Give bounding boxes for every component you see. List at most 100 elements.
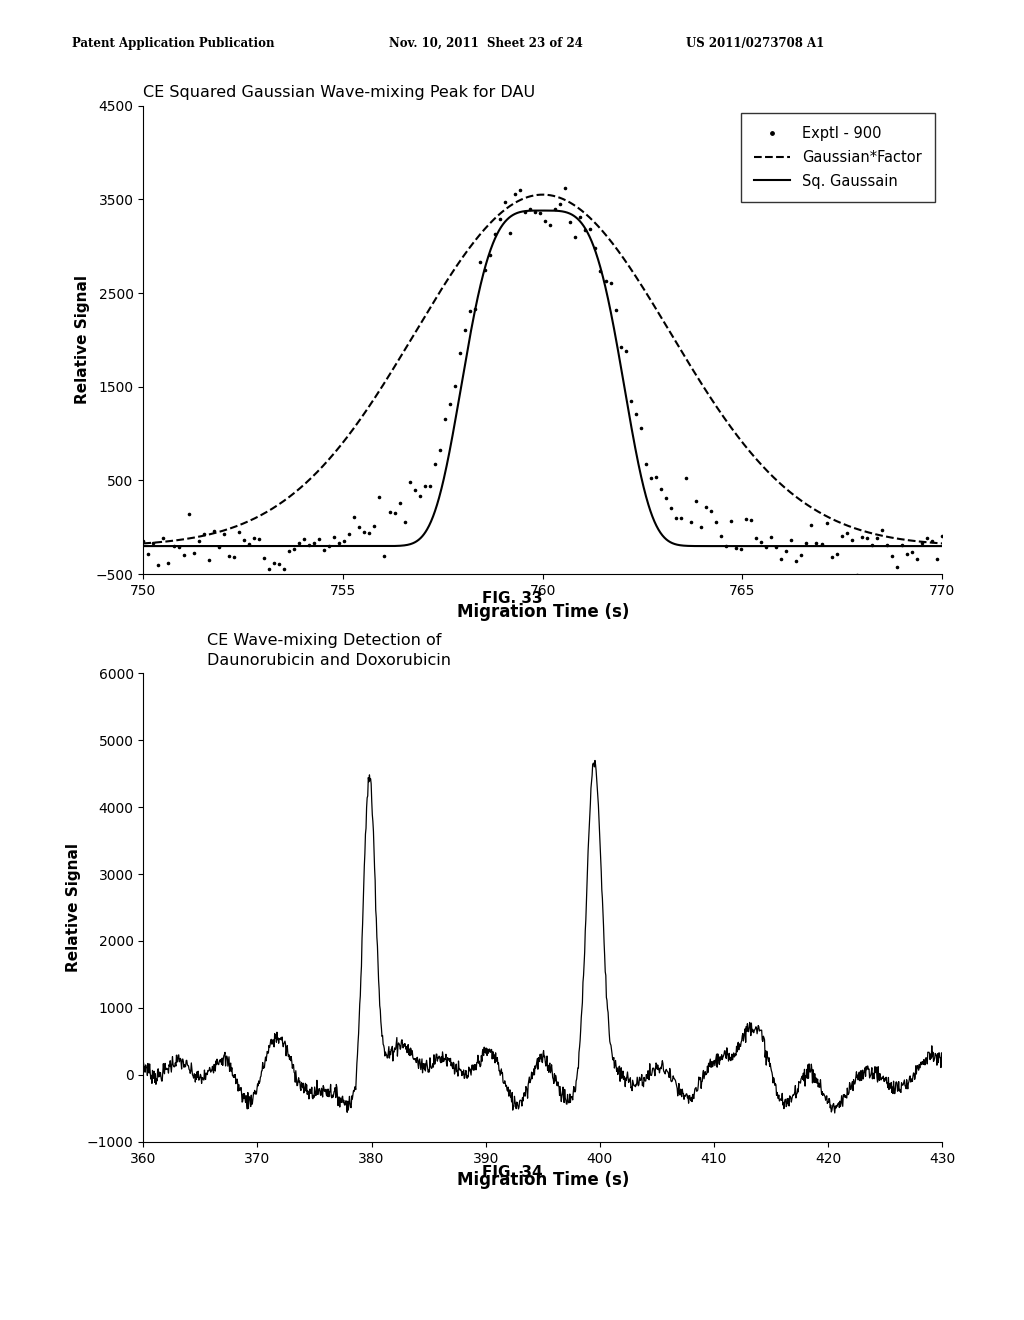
Exptl - 900 <box>477 260 494 281</box>
Y-axis label: Relative Signal: Relative Signal <box>67 843 81 972</box>
Exptl - 900 <box>180 503 197 524</box>
Exptl - 900 <box>697 496 714 517</box>
Exptl - 900 <box>673 508 689 529</box>
Gaussian*Factor <box>767 469 779 484</box>
Line: Gaussian*Factor: Gaussian*Factor <box>143 194 942 544</box>
Exptl - 900 <box>211 537 227 558</box>
Exptl - 900 <box>693 516 710 537</box>
Exptl - 900 <box>417 475 433 496</box>
Text: FIG. 34: FIG. 34 <box>481 1166 543 1180</box>
Exptl - 900 <box>929 548 945 569</box>
Exptl - 900 <box>391 492 408 513</box>
Sq. Gaussain <box>537 203 549 219</box>
Exptl - 900 <box>683 512 699 533</box>
Gaussian*Factor <box>137 536 150 552</box>
Sq. Gaussain <box>912 539 925 554</box>
Exptl - 900 <box>863 535 880 556</box>
Exptl - 900 <box>481 244 498 265</box>
Exptl - 900 <box>225 546 242 568</box>
Exptl - 900 <box>702 500 719 521</box>
Exptl - 900 <box>291 532 307 553</box>
Gaussian*Factor <box>936 536 948 552</box>
Gaussian*Factor <box>505 198 517 214</box>
Exptl - 900 <box>823 546 840 568</box>
Exptl - 900 <box>542 214 558 235</box>
Exptl - 900 <box>813 533 829 554</box>
Gaussian*Factor <box>537 186 549 202</box>
Exptl - 900 <box>628 404 644 425</box>
Exptl - 900 <box>873 520 890 541</box>
Exptl - 900 <box>401 471 418 492</box>
Exptl - 900 <box>567 227 584 248</box>
Exptl - 900 <box>165 536 181 557</box>
Gaussian*Factor <box>912 533 925 549</box>
Exptl - 900 <box>161 553 177 574</box>
Exptl - 900 <box>728 537 744 558</box>
Text: FIG. 33: FIG. 33 <box>481 591 543 606</box>
X-axis label: Migration Time (s): Migration Time (s) <box>457 603 629 622</box>
Exptl - 900 <box>351 516 368 537</box>
Exptl - 900 <box>588 238 604 259</box>
Exptl - 900 <box>270 553 287 574</box>
Exptl - 900 <box>919 527 935 548</box>
Exptl - 900 <box>638 454 654 475</box>
Sq. Gaussain <box>505 209 517 224</box>
Exptl - 900 <box>803 515 819 536</box>
Exptl - 900 <box>547 198 563 219</box>
Exptl - 900 <box>236 529 252 550</box>
Exptl - 900 <box>884 546 900 568</box>
Exptl - 900 <box>738 508 755 529</box>
Exptl - 900 <box>201 549 217 570</box>
Exptl - 900 <box>185 543 202 564</box>
Exptl - 900 <box>215 524 231 545</box>
Exptl - 900 <box>773 548 790 569</box>
Sq. Gaussain <box>137 539 150 554</box>
Sq. Gaussain <box>525 203 538 219</box>
Exptl - 900 <box>135 531 152 552</box>
Exptl - 900 <box>246 528 262 549</box>
Exptl - 900 <box>552 194 568 215</box>
Exptl - 900 <box>713 525 729 546</box>
Exptl - 900 <box>879 535 895 556</box>
Exptl - 900 <box>723 511 739 532</box>
Sq. Gaussain <box>913 539 926 554</box>
Line: Sq. Gaussain: Sq. Gaussain <box>143 211 942 546</box>
Exptl - 900 <box>196 523 212 544</box>
Exptl - 900 <box>452 342 468 363</box>
Exptl - 900 <box>652 478 669 499</box>
Exptl - 900 <box>151 554 167 576</box>
Exptl - 900 <box>607 300 624 321</box>
Exptl - 900 <box>708 511 724 532</box>
Exptl - 900 <box>839 523 855 544</box>
Exptl - 900 <box>623 391 639 412</box>
Exptl - 900 <box>356 521 373 543</box>
Exptl - 900 <box>367 515 383 536</box>
Exptl - 900 <box>427 454 443 475</box>
Exptl - 900 <box>904 541 921 562</box>
Exptl - 900 <box>396 512 413 533</box>
Exptl - 900 <box>281 540 297 561</box>
Exptl - 900 <box>748 527 764 548</box>
Exptl - 900 <box>517 202 534 223</box>
Sq. Gaussain <box>936 539 948 554</box>
Exptl - 900 <box>446 375 463 396</box>
Exptl - 900 <box>346 506 362 527</box>
Exptl - 900 <box>407 479 423 500</box>
Exptl - 900 <box>381 502 397 523</box>
Exptl - 900 <box>512 180 528 201</box>
Exptl - 900 <box>557 177 573 198</box>
Exptl - 900 <box>808 532 824 553</box>
Exptl - 900 <box>844 529 860 550</box>
Exptl - 900 <box>834 525 850 546</box>
Exptl - 900 <box>828 543 845 564</box>
Text: CE Squared Gaussian Wave-mixing Peak for DAU: CE Squared Gaussian Wave-mixing Peak for… <box>143 86 536 100</box>
Exptl - 900 <box>436 409 453 430</box>
Exptl - 900 <box>592 260 608 281</box>
Exptl - 900 <box>908 548 925 569</box>
Exptl - 900 <box>572 206 589 227</box>
Exptl - 900 <box>261 558 278 579</box>
Exptl - 900 <box>190 531 207 552</box>
Exptl - 900 <box>647 467 664 488</box>
Exptl - 900 <box>522 198 539 219</box>
Exptl - 900 <box>412 486 428 507</box>
